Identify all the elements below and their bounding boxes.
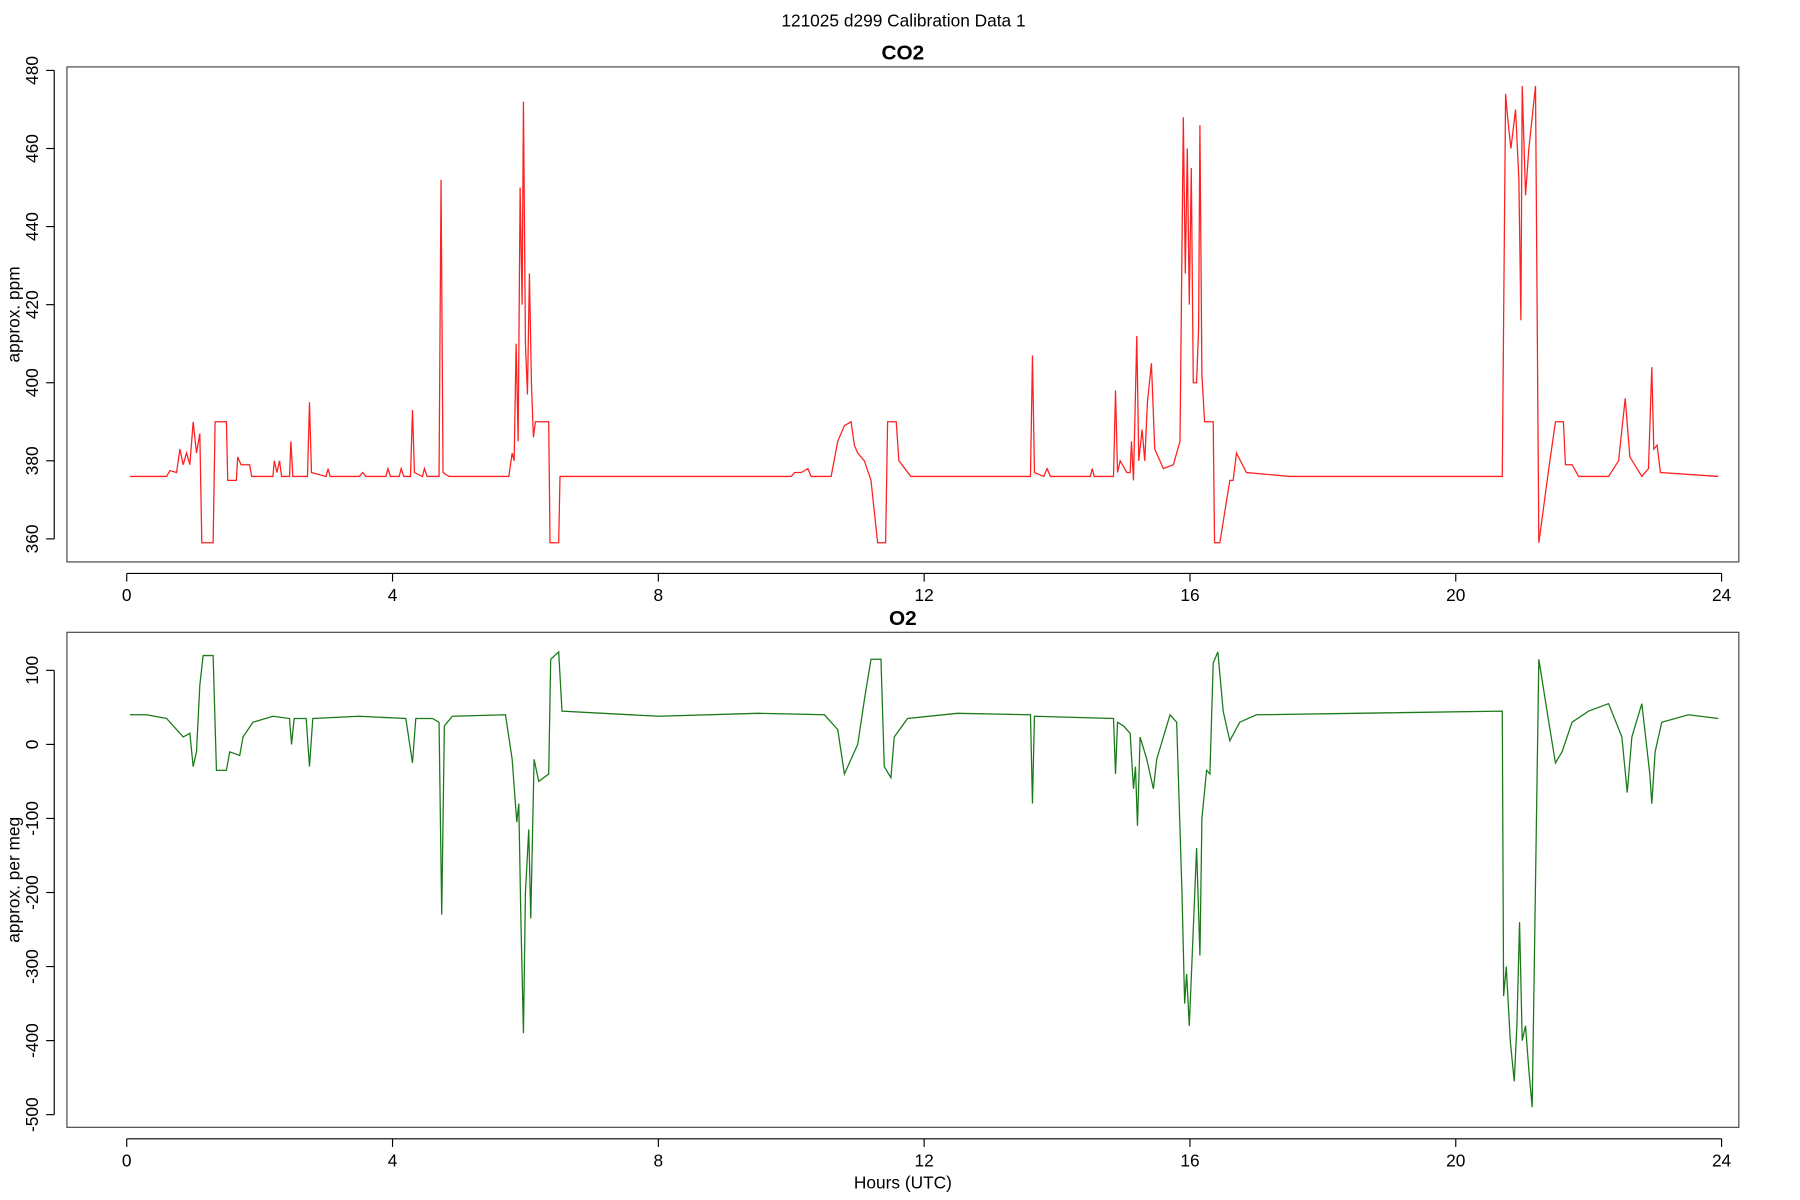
y-tick-label: 360: [22, 524, 42, 553]
chart-title: O2: [889, 607, 917, 630]
x-tick-label: 12: [915, 1150, 934, 1170]
plot-frame: [66, 66, 1740, 563]
x-axis-label: Hours (UTC): [854, 1172, 952, 1192]
x-tick-label: 20: [1446, 585, 1465, 605]
x-tick-label: 20: [1446, 1150, 1465, 1170]
y-tick-label: -100: [22, 801, 42, 836]
x-tick-label: 8: [654, 585, 664, 605]
y-tick-label: 380: [22, 446, 42, 475]
plot-frame: [66, 631, 1740, 1128]
data-line: [130, 85, 1719, 544]
y-tick-label: -500: [22, 1097, 42, 1132]
y-axis-label: approx. ppm: [4, 266, 24, 362]
x-tick-label: 0: [122, 1150, 132, 1170]
x-tick-label: 0: [122, 585, 132, 605]
y-tick-label: 420: [22, 290, 42, 319]
x-tick-label: 16: [1180, 585, 1199, 605]
y-tick-label: 400: [22, 368, 42, 397]
x-tick-label: 8: [654, 1150, 664, 1170]
y-tick-label: 480: [22, 56, 42, 85]
x-tick-label: 16: [1180, 1150, 1199, 1170]
y-tick-label: -400: [22, 1023, 42, 1058]
y-tick-label: 100: [22, 656, 42, 685]
y-tick-label: -300: [22, 949, 42, 984]
x-tick-label: 24: [1712, 585, 1732, 605]
y-tick-label: -200: [22, 875, 42, 910]
y-tick-label: 460: [22, 134, 42, 163]
y-tick-label: 440: [22, 212, 42, 241]
data-line: [130, 650, 1719, 1108]
x-tick-label: 4: [388, 1150, 398, 1170]
chart-title: CO2: [882, 42, 925, 65]
y-tick-label: 0: [22, 740, 42, 750]
figure-title: 121025 d299 Calibration Data 1: [781, 10, 1025, 30]
x-tick-label: 24: [1712, 1150, 1732, 1170]
x-tick-label: 4: [388, 585, 398, 605]
y-axis-label: approx. per meg: [4, 817, 24, 943]
x-tick-label: 12: [915, 585, 934, 605]
